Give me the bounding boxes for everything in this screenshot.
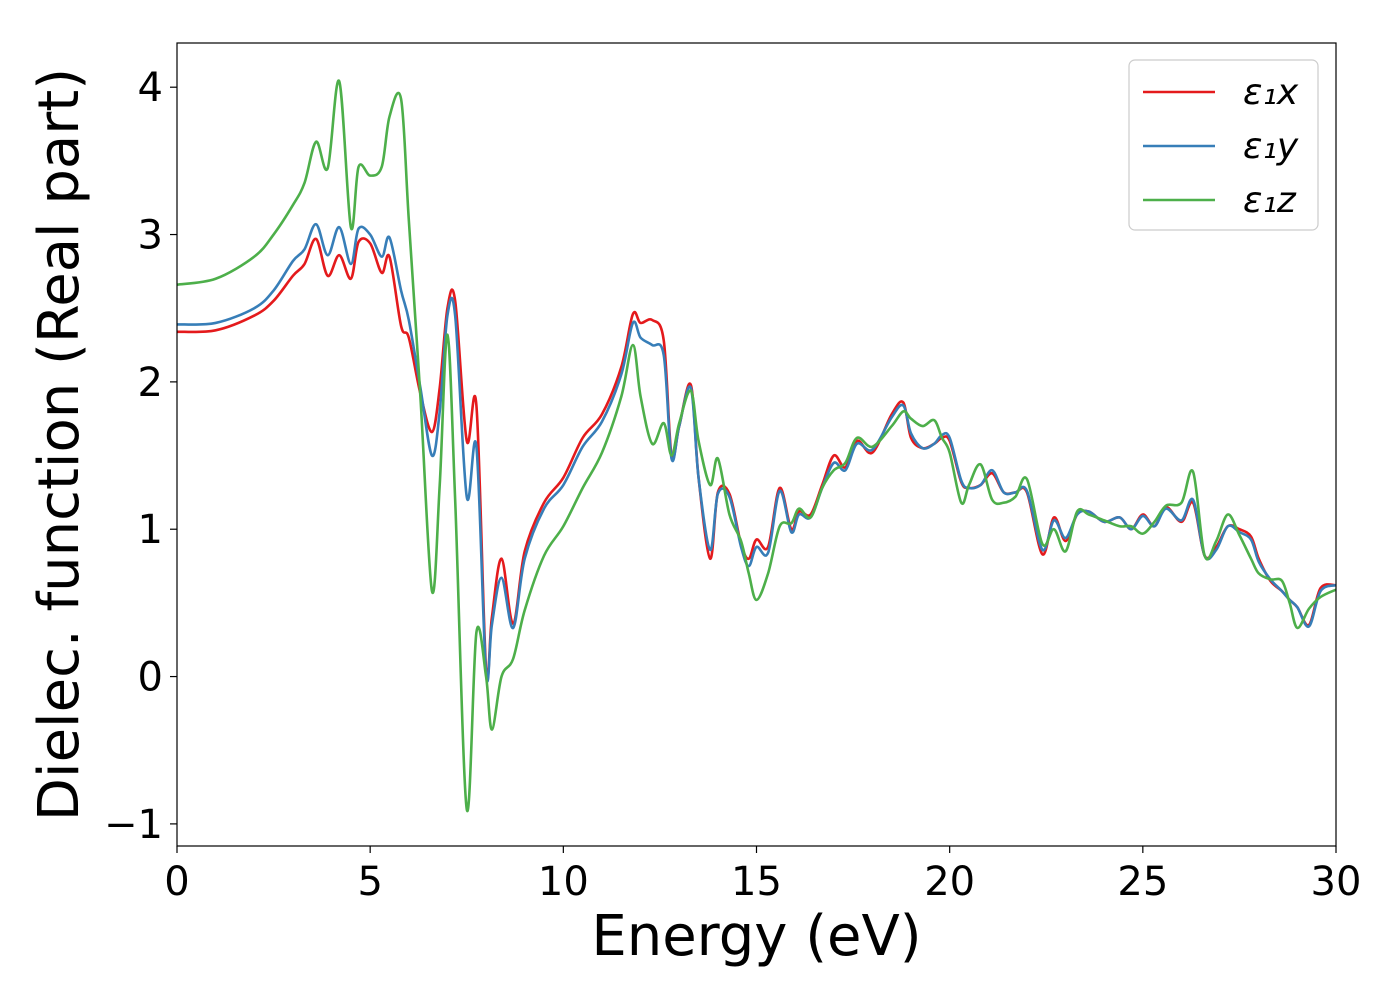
- y-axis-ticks: −1 0 1 2 3 4: [104, 65, 177, 848]
- y-tick-label: −1: [104, 802, 163, 848]
- series-layer: [177, 79, 1336, 813]
- legend-entry-e1y: ε₁y: [1243, 126, 1299, 167]
- legend: ε₁x ε₁y ε₁z: [1128, 59, 1319, 231]
- x-tick-label: 30: [1311, 859, 1362, 905]
- plot-frame: [176, 42, 1337, 847]
- x-tick-label: 15: [731, 859, 782, 905]
- x-axis-ticks: 0 5 10 15 20 25 30: [164, 846, 1361, 905]
- y-tick-label: 1: [138, 507, 163, 553]
- series-line-e1z: [177, 79, 1336, 813]
- y-tick-label: 3: [138, 213, 163, 259]
- x-tick-label: 25: [1117, 859, 1168, 905]
- x-tick-label: 20: [924, 859, 975, 905]
- y-tick-label: 4: [138, 65, 163, 111]
- x-tick-label: 5: [357, 859, 382, 905]
- x-tick-label: 0: [164, 859, 189, 905]
- legend-entry-e1z: ε₁z: [1243, 180, 1297, 221]
- legend-entry-e1x: ε₁x: [1243, 72, 1299, 113]
- x-tick-label: 10: [538, 859, 589, 905]
- y-axis-title: Dielec. function (Real part): [27, 68, 92, 821]
- legend-box: [1128, 59, 1319, 231]
- series-line-e1y: [177, 222, 1336, 683]
- y-tick-label: 0: [138, 655, 163, 701]
- x-axis-title: Energy (eV): [591, 904, 921, 969]
- y-tick-label: 2: [138, 360, 163, 406]
